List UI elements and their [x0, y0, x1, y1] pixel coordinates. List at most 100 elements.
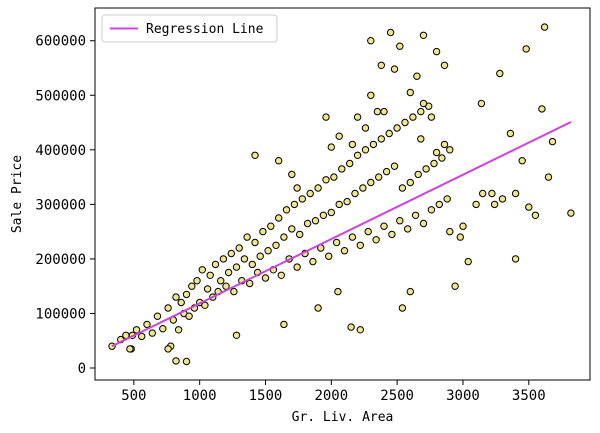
scatter-point [511, 189, 520, 198]
scatter-point [440, 140, 449, 149]
scatter-point [322, 176, 330, 184]
scatter-point [472, 200, 480, 209]
scatter-point [353, 151, 362, 160]
legend: Regression Line [101, 14, 278, 43]
scatter-point [148, 329, 157, 337]
scatter-point [346, 159, 354, 168]
scatter-point [518, 157, 526, 165]
scatter-point [396, 42, 404, 50]
scatter-point [364, 227, 372, 236]
scatter-point [230, 287, 238, 296]
scatter-point [261, 274, 270, 282]
scatter-point [224, 268, 233, 277]
scatter-point [430, 159, 438, 168]
x-tick-label: 3500 [512, 388, 546, 404]
scatter-point [172, 293, 180, 301]
scatter-point [325, 252, 333, 260]
scatter-point [359, 184, 367, 192]
y-tick-label: 0 [78, 361, 86, 377]
scatter-point [264, 247, 272, 255]
scatter-point [367, 37, 375, 45]
y-tick-label: 100000 [35, 306, 86, 322]
scatter-point [432, 47, 441, 56]
scatter-point [335, 132, 343, 140]
x-tick-label: 1000 [183, 388, 217, 404]
scatter-point [203, 285, 212, 293]
x-axis-title: Gr. Liv. Area [292, 410, 394, 425]
scatter-point [398, 304, 407, 312]
scatter-point [335, 200, 343, 209]
scatter-point [377, 61, 385, 70]
scatter-point [275, 157, 283, 165]
scatter-point [188, 282, 196, 290]
scatter-point [232, 331, 241, 339]
scatter-point [498, 195, 507, 203]
scatter-point [296, 230, 304, 239]
scatter-point [314, 304, 322, 312]
scatter-point [419, 31, 428, 39]
scatter-point [540, 23, 549, 31]
scatter-point [490, 200, 499, 209]
scatter-point [240, 255, 249, 263]
scatter-point [351, 189, 359, 198]
scatter-point [427, 206, 436, 214]
scatter-point [343, 197, 351, 206]
scatter-point [511, 255, 520, 263]
scatter-point [153, 312, 162, 320]
plot-area [108, 23, 575, 366]
scatter-point [432, 148, 441, 157]
scatter-point [159, 325, 167, 333]
scatter-point [303, 219, 312, 228]
scatter-point [417, 135, 425, 143]
scatter-point [132, 326, 141, 334]
scatter-point [174, 326, 183, 334]
scatter-point [446, 227, 454, 236]
scatter-point [164, 345, 172, 353]
legend-label: Regression Line [146, 22, 264, 37]
scatter-point [348, 140, 357, 149]
scatter-point [164, 304, 172, 312]
scatter-point [380, 222, 388, 230]
scatter-point [531, 211, 540, 220]
scatter-point [372, 236, 380, 244]
scatter-point [277, 271, 285, 279]
scatter-point [288, 225, 296, 233]
scatter-point [440, 61, 449, 70]
x-tick-label: 3000 [446, 388, 480, 404]
scatter-point [413, 72, 421, 80]
scatter-point [272, 241, 280, 250]
scatter-point [567, 209, 575, 217]
scatter-point [459, 222, 467, 230]
scatter-point [198, 266, 207, 274]
x-tick-label: 500 [121, 388, 146, 404]
scatter-point [361, 146, 370, 154]
scatter-point [422, 165, 430, 173]
scatter-point [280, 233, 288, 241]
scatter-point [544, 173, 553, 181]
scatter-point [330, 173, 338, 181]
scatter-point [390, 162, 399, 170]
x-tick-label: 2500 [380, 388, 414, 404]
scatter-point [251, 151, 259, 160]
scatter-point [348, 233, 357, 241]
scatter-point [267, 222, 275, 230]
scatter-point [417, 107, 425, 116]
scatter-point [401, 118, 409, 127]
scatter-point [185, 312, 193, 320]
scatter-point [353, 113, 362, 121]
scatter-point [280, 320, 288, 329]
scatter-point [259, 227, 267, 236]
scatter-point [290, 200, 299, 209]
scatter-point [496, 69, 504, 78]
scatter-point [334, 287, 342, 296]
scatter-point [211, 260, 220, 269]
scatter-point [479, 189, 487, 198]
scatter-point [243, 233, 251, 241]
scatter-point [380, 107, 388, 116]
scatter-point [456, 233, 464, 241]
scatter-point [182, 290, 191, 299]
scatter-point [172, 357, 180, 365]
scatter-point [451, 282, 459, 290]
scatter-point [390, 65, 399, 73]
